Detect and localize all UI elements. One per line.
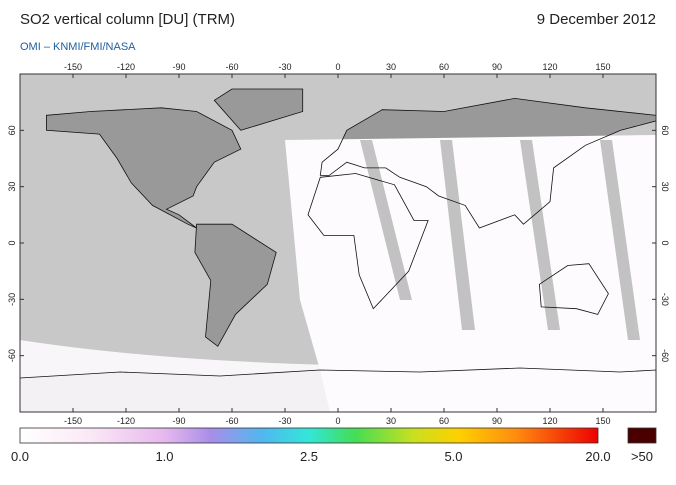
- lon-label: 90: [492, 416, 502, 426]
- lon-label: -30: [278, 62, 291, 72]
- swath: [20, 340, 330, 412]
- lon-label: -150: [64, 416, 82, 426]
- colorbar-overflow-label: >50: [631, 449, 653, 464]
- colorbar-label: 1.0: [155, 449, 173, 464]
- lon-label: -60: [225, 416, 238, 426]
- lon-label: -90: [172, 62, 185, 72]
- lon-label: 60: [439, 62, 449, 72]
- lat-label: -60: [7, 349, 17, 362]
- lat-label: -30: [7, 293, 17, 306]
- lon-label: -30: [278, 416, 291, 426]
- lon-label: 150: [595, 62, 610, 72]
- lat-label: 0: [660, 240, 670, 245]
- map-area: [19, 73, 657, 413]
- lat-label: 30: [660, 182, 670, 192]
- lon-label: 120: [542, 62, 557, 72]
- lon-label: 150: [595, 416, 610, 426]
- lat-label: -60: [660, 349, 670, 362]
- lat-label: 60: [660, 125, 670, 135]
- date: 9 December 2012: [537, 11, 656, 28]
- lon-label: 30: [386, 416, 396, 426]
- title: SO2 vertical column [DU] (TRM): [20, 11, 235, 28]
- lat-label: 0: [7, 240, 17, 245]
- swath-gaps: [360, 140, 640, 340]
- lon-label: 90: [492, 62, 502, 72]
- lat-label: 60: [7, 125, 17, 135]
- lon-label: -150: [64, 62, 82, 72]
- lon-label: 0: [335, 416, 340, 426]
- lat-label: 30: [7, 182, 17, 192]
- colorbar-label: 20.0: [585, 449, 610, 464]
- lon-label: 60: [439, 416, 449, 426]
- colorbar-overflow: [627, 427, 657, 444]
- lon-label: 30: [386, 62, 396, 72]
- lon-label: -90: [172, 416, 185, 426]
- lat-label: -30: [660, 293, 670, 306]
- subtitle: OMI – KNMI/FMI/NASA: [20, 41, 136, 53]
- lon-label: 120: [542, 416, 557, 426]
- lon-label: -120: [117, 416, 135, 426]
- lon-label: -120: [117, 62, 135, 72]
- colorbar-label: 5.0: [444, 449, 462, 464]
- colorbar-label: 2.5: [300, 449, 318, 464]
- colorbar: [19, 427, 599, 444]
- colorbar-label: 0.0: [11, 449, 29, 464]
- lon-label: 0: [335, 62, 340, 72]
- lon-label: -60: [225, 62, 238, 72]
